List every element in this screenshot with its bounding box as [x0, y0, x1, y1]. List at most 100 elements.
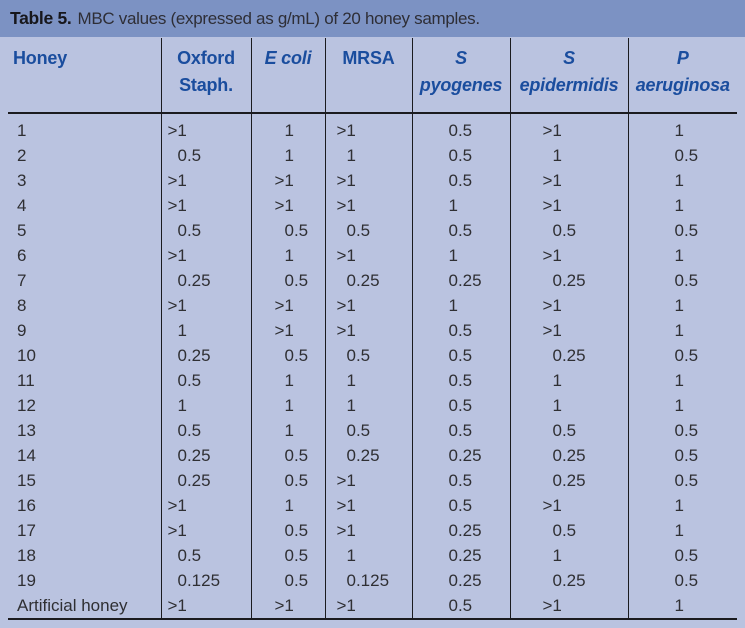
- mbc-value: >1: [160, 243, 251, 268]
- mbc-value: 0.25: [411, 443, 510, 468]
- honey-label: 2: [17, 146, 27, 165]
- mbc-value: >1: [160, 168, 251, 193]
- mbc-value: 1: [627, 168, 737, 193]
- mbc-value: >1: [509, 493, 628, 518]
- table-row: 13 0.5 1 0.5 0.5 0.5 0.5: [8, 418, 737, 443]
- mbc-value: >1: [509, 593, 628, 620]
- table-row: Artificial honey >1 >1 >1 0.5 >1 1: [8, 593, 737, 620]
- mbc-value: 0.5: [627, 543, 737, 568]
- table-row: 4 >1 >1 >1 1 >1 1: [8, 193, 737, 218]
- table-row: 5 0.5 0.5 0.5 0.5 0.5 0.5: [8, 218, 737, 243]
- mbc-value: 0.25: [411, 518, 510, 543]
- mbc-value: 1: [627, 193, 737, 218]
- mbc-value: 0.5: [250, 218, 325, 243]
- mbc-value: 1: [627, 293, 737, 318]
- mbc-value: 0.5: [411, 368, 510, 393]
- table-row: 10 0.25 0.5 0.5 0.5 0.25 0.5: [8, 343, 737, 368]
- mbc-value: >1: [160, 493, 251, 518]
- mbc-value: 1: [509, 368, 628, 393]
- honey-label: 8: [17, 296, 27, 315]
- table-body: 1 >1 1 >1 0.5 >1 1 2 0.5 1 1 0.5 1 0.5 3 >1 >1 >1 0.5 >1 1 4 >…: [8, 113, 737, 620]
- table-row: 9 1 >1 >1 0.5 >1 1: [8, 318, 737, 343]
- mbc-value: 0.5: [160, 218, 251, 243]
- mbc-value: 0.5: [324, 418, 412, 443]
- mbc-value: 0.25: [160, 443, 251, 468]
- honey-label: 16: [17, 496, 36, 515]
- mbc-value: 0.5: [160, 418, 251, 443]
- table-row: 18 0.5 0.5 1 0.25 1 0.5: [8, 543, 737, 568]
- mbc-value: 1: [324, 368, 412, 393]
- mbc-value: 0.5: [324, 218, 412, 243]
- table-caption-text: MBC values (expressed as g/mL) of 20 hon…: [77, 8, 480, 28]
- mbc-value: >1: [324, 493, 412, 518]
- mbc-value: 1: [160, 393, 251, 418]
- table-row: 14 0.25 0.5 0.25 0.25 0.25 0.5: [8, 443, 737, 468]
- mbc-value: 0.5: [627, 568, 737, 593]
- mbc-value: >1: [324, 518, 412, 543]
- mbc-value: 0.5: [627, 268, 737, 293]
- honey-label: 19: [17, 571, 36, 590]
- mbc-value: 0.5: [627, 343, 737, 368]
- mbc-value: >1: [160, 193, 251, 218]
- honey-label: 12: [17, 396, 36, 415]
- mbc-value: 1: [509, 143, 628, 168]
- honey-label: 4: [17, 196, 27, 215]
- honey-label: 9: [17, 321, 27, 340]
- mbc-value: 0.5: [627, 218, 737, 243]
- honey-label: 14: [17, 446, 36, 465]
- mbc-value: 0.5: [411, 168, 510, 193]
- mbc-value: 1: [509, 543, 628, 568]
- mbc-value: >1: [509, 318, 628, 343]
- mbc-value: 0.5: [160, 368, 251, 393]
- table-row: 3 >1 >1 >1 0.5 >1 1: [8, 168, 737, 193]
- mbc-value: 0.5: [627, 468, 737, 493]
- mbc-value: 1: [509, 393, 628, 418]
- mbc-value: >1: [324, 318, 412, 343]
- mbc-value: 0.25: [509, 568, 628, 593]
- mbc-value: >1: [160, 518, 251, 543]
- mbc-value: 0.25: [160, 468, 251, 493]
- honey-label: 1: [17, 121, 27, 140]
- mbc-value: 0.5: [324, 343, 412, 368]
- mbc-value: 1: [324, 393, 412, 418]
- mbc-value: 1: [160, 318, 251, 343]
- column-header-honey: Honey: [8, 38, 161, 114]
- table-row: 6 >1 1 >1 1 >1 1: [8, 243, 737, 268]
- mbc-value: 0.25: [509, 443, 628, 468]
- mbc-value: >1: [324, 113, 412, 143]
- mbc-value: 0.5: [411, 143, 510, 168]
- mbc-value: 1: [627, 243, 737, 268]
- mbc-value: 1: [250, 243, 325, 268]
- mbc-value: 1: [627, 368, 737, 393]
- honey-label: 11: [17, 371, 35, 390]
- honey-label: Artificial honey: [8, 593, 161, 620]
- mbc-value: 0.25: [160, 343, 251, 368]
- mbc-value: 0.5: [411, 113, 510, 143]
- mbc-value: >1: [324, 243, 412, 268]
- mbc-value: >1: [250, 318, 325, 343]
- mbc-value: 0.25: [324, 443, 412, 468]
- mbc-value: 0.5: [411, 593, 510, 620]
- mbc-value: 1: [627, 318, 737, 343]
- table-row: 19 0.125 0.5 0.125 0.25 0.25 0.5: [8, 568, 737, 593]
- table-row: 15 0.25 0.5 >1 0.5 0.25 0.5: [8, 468, 737, 493]
- honey-label: 18: [17, 546, 36, 565]
- mbc-value: 0.125: [324, 568, 412, 593]
- mbc-value: 0.5: [160, 543, 251, 568]
- mbc-value: 1: [411, 293, 510, 318]
- mbc-value: 1: [411, 243, 510, 268]
- mbc-value: 0.5: [411, 393, 510, 418]
- honey-label: 15: [17, 471, 36, 490]
- mbc-value: 1: [250, 113, 325, 143]
- mbc-value: 0.25: [324, 268, 412, 293]
- mbc-value: 0.5: [160, 143, 251, 168]
- mbc-value: >1: [509, 243, 628, 268]
- honey-label: 7: [17, 271, 27, 290]
- mbc-value: 0.5: [250, 343, 325, 368]
- mbc-value: >1: [509, 293, 628, 318]
